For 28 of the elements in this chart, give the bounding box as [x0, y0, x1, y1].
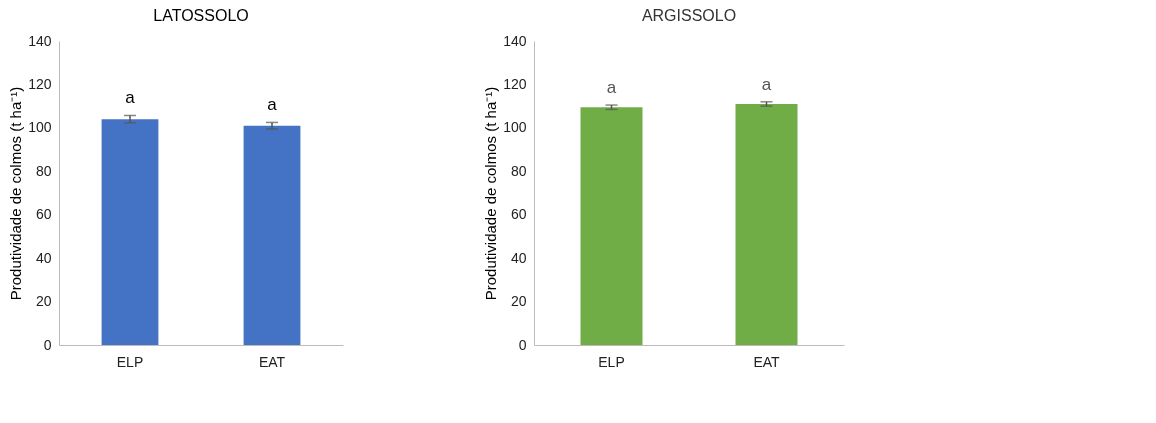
y-tick-label: 0	[43, 336, 52, 353]
y-tick-label: 0	[518, 336, 527, 353]
chart-title: ARGISSOLO	[641, 7, 737, 24]
y-tick-label: 80	[35, 162, 52, 179]
x-tick-label: EAT	[258, 353, 286, 370]
x-tick-label: EAT	[753, 353, 781, 370]
y-tick-label: 120	[503, 75, 527, 92]
y-axis-title: Produtividade de colmos (t ha⁻¹)	[7, 86, 25, 301]
y-tick-label: 140	[28, 32, 52, 49]
y-tick-label: 40	[35, 249, 52, 266]
y-tick-label: 80	[510, 162, 527, 179]
annotation: a	[125, 88, 136, 108]
y-tick-label: 60	[510, 206, 527, 223]
y-tick-label: 40	[510, 249, 527, 266]
y-tick-label: 120	[28, 75, 52, 92]
annotation: a	[267, 95, 278, 115]
annotation: a	[606, 78, 617, 98]
y-tick-label: 100	[28, 119, 52, 136]
annotation: a	[761, 74, 772, 94]
y-tick-label: 140	[503, 32, 527, 49]
y-tick-label: 20	[510, 293, 527, 310]
y-axis-title: Produtividade de colmos (t ha⁻¹)	[482, 86, 500, 301]
x-tick-label: ELP	[598, 353, 625, 370]
y-tick-label: 100	[503, 119, 527, 136]
y-tick-label: 60	[35, 206, 52, 223]
y-tick-label: 20	[35, 293, 52, 310]
chart-title: LATOSSOLO	[153, 7, 249, 24]
x-tick-label: ELP	[116, 353, 144, 370]
